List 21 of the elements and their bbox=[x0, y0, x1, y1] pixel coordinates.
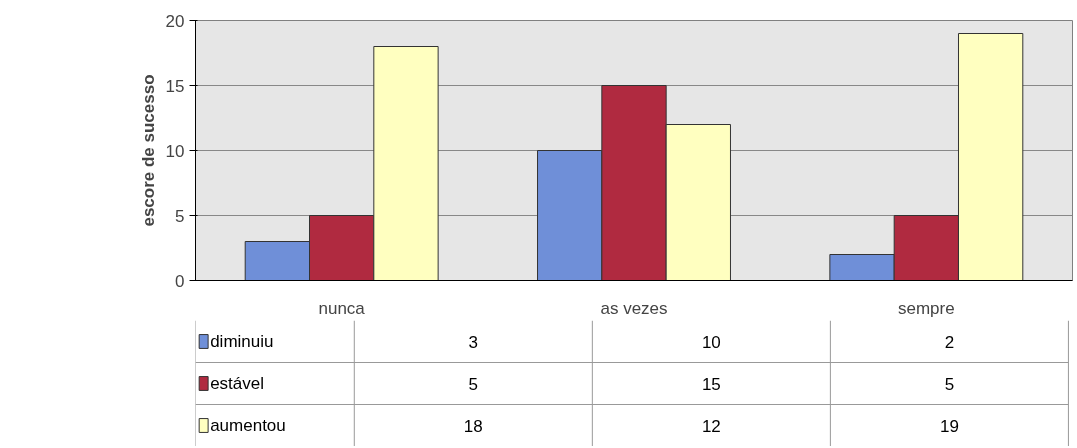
data-label: 5 bbox=[468, 374, 479, 394]
x-tick-label: nunca bbox=[318, 298, 366, 318]
data-label: 12 bbox=[701, 416, 721, 436]
y-axis-title: escore de sucesso bbox=[138, 74, 158, 227]
y-tick-label: 20 bbox=[165, 11, 185, 31]
y-tick-label: 0 bbox=[175, 271, 185, 291]
data-label: 15 bbox=[701, 374, 721, 394]
y-tick-label: 5 bbox=[175, 206, 185, 226]
y-tick-label: 15 bbox=[165, 76, 185, 96]
x-tick-label: as vezes bbox=[600, 298, 668, 318]
data-label: 2 bbox=[944, 332, 955, 352]
data-label: 10 bbox=[701, 332, 721, 352]
legend-label: diminuiu bbox=[210, 332, 274, 351]
data-label: 18 bbox=[463, 416, 483, 436]
data-label: 5 bbox=[944, 374, 955, 394]
data-label: 3 bbox=[468, 332, 479, 352]
y-tick-label: 10 bbox=[165, 141, 185, 161]
legend-label: estável bbox=[210, 374, 265, 393]
data-label: 19 bbox=[939, 416, 959, 436]
legend-label: aumentou bbox=[210, 416, 286, 435]
x-tick-label: sempre bbox=[897, 298, 955, 318]
